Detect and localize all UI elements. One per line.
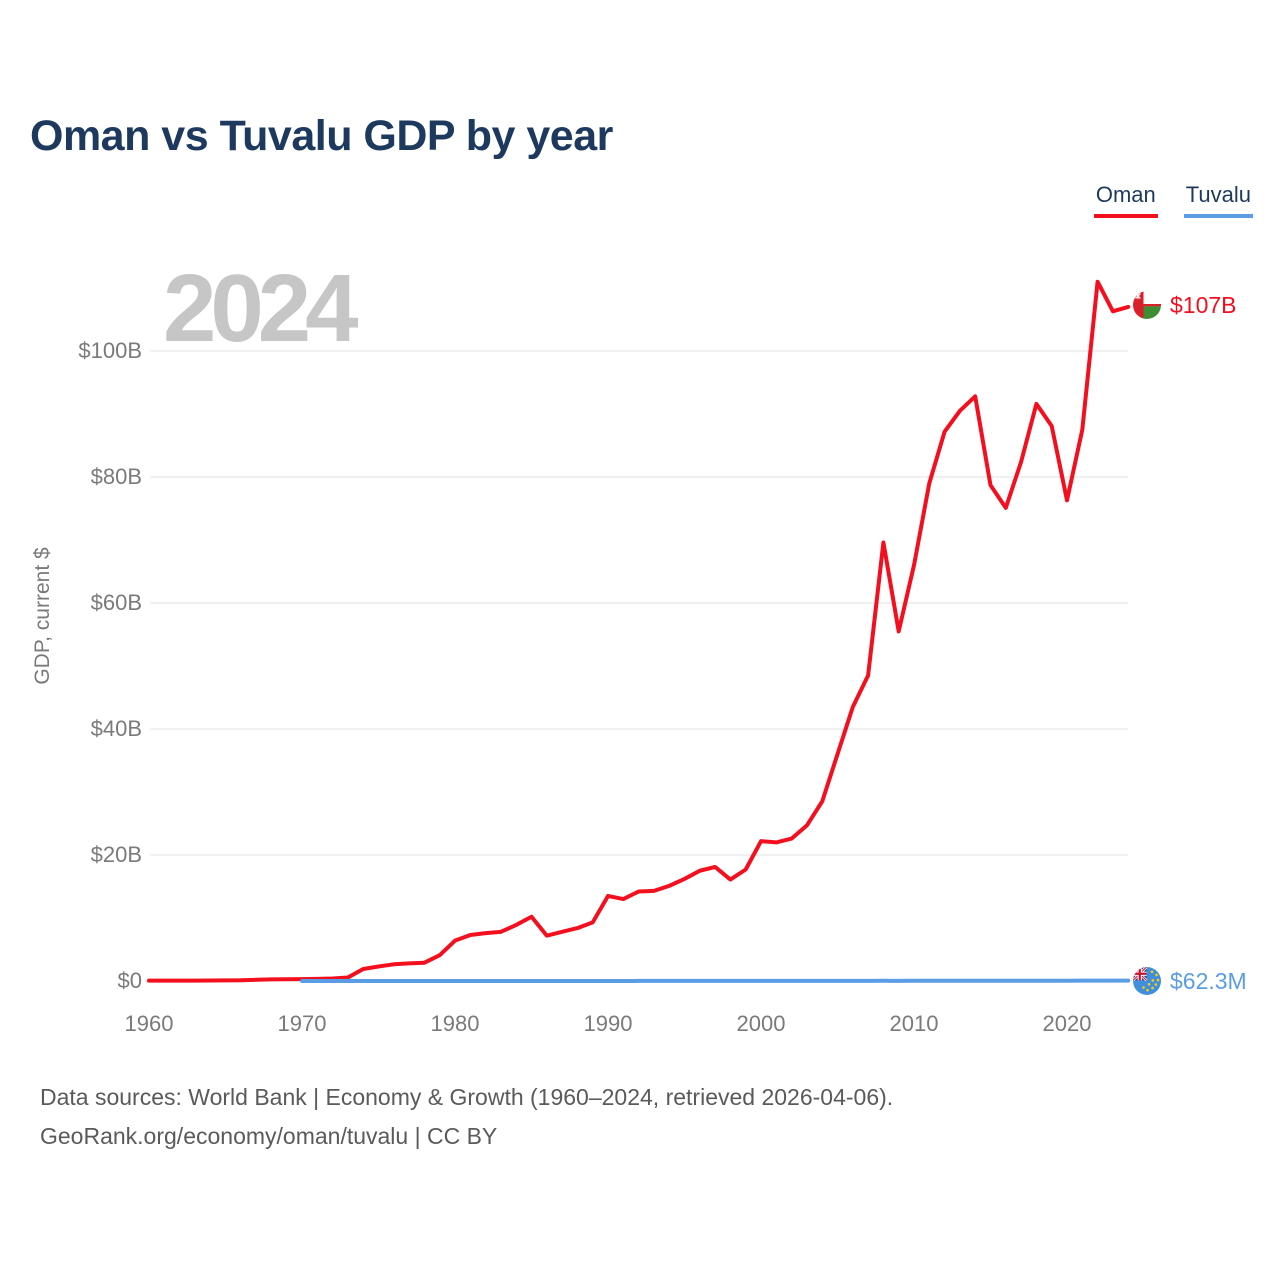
tuvalu-end-label-row: $62.3M [1133,967,1247,995]
x-tick-label: 1970 [277,1011,327,1036]
tuvalu-value-label: $62.3M [1170,967,1247,994]
x-tick-label: 1960 [124,1011,174,1036]
series-line-oman [147,279,1131,983]
oman-end-label-row: $107B [1133,291,1237,319]
x-tick-label: 2000 [736,1011,786,1036]
oman-value-label: $107B [1170,291,1237,318]
footer-sources-line: Data sources: World Bank | Economy & Gro… [40,1084,894,1110]
page-title: Oman vs Tuvalu GDP by year [30,112,613,160]
legend: Oman Tuvalu [1093,182,1253,218]
y-tick-label: $60B [90,590,142,615]
footer: Data sources: World Bank | Economy & Gro… [40,1078,893,1156]
y-tick-label: $0 [117,968,142,993]
y-tick-label: $100B [78,338,142,363]
y-tick-label: $80B [90,464,142,489]
y-tick-label: $20B [90,842,142,867]
x-tick-label: 2010 [889,1011,939,1036]
legend-item-oman[interactable]: Oman [1093,182,1158,218]
x-tick-label: 1980 [430,1011,480,1036]
tuvalu-flag-icon [1133,967,1161,995]
legend-label-tuvalu: Tuvalu [1185,182,1251,207]
y-tick-label: $40B [90,716,142,741]
legend-item-tuvalu[interactable]: Tuvalu [1183,182,1253,218]
year-watermark: 2024 [163,255,359,362]
x-tick-label: 2020 [1042,1011,1092,1036]
footer-attribution-line: GeoRank.org/economy/oman/tuvalu | CC BY [40,1123,498,1149]
oman-flag-icon [1133,291,1161,319]
legend-label-oman: Oman [1095,182,1156,207]
x-tick-label: 1990 [583,1011,633,1036]
